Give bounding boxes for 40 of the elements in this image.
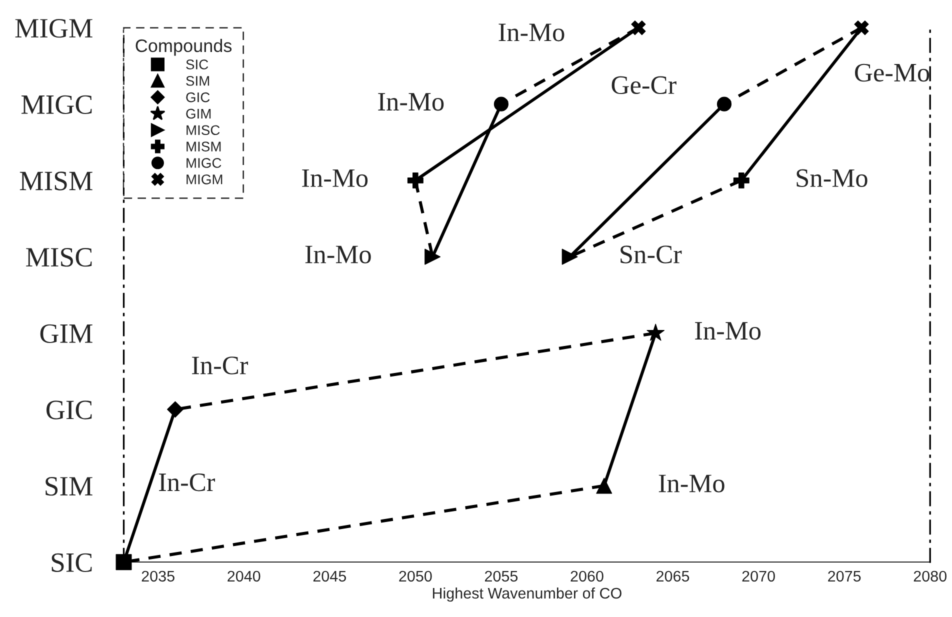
- x-tick-label: 2040: [228, 570, 260, 582]
- y-tick-label: SIC: [52, 553, 92, 572]
- x-tick-label: 2075: [828, 570, 861, 582]
- y-tick-label: SIM: [46, 477, 92, 496]
- legend-label: MIGM: [186, 174, 222, 184]
- y-tick-label: MIGM: [15, 19, 92, 38]
- legend-label: SIC: [186, 60, 208, 70]
- annotation: In-Cr: [192, 356, 248, 374]
- legend-label: MISM: [186, 142, 221, 152]
- x-tick-label: 2065: [656, 570, 690, 582]
- annotation: In-Mo: [695, 322, 761, 340]
- annotation: Ge-Mo: [855, 64, 930, 82]
- annotation: Ge-Cr: [612, 76, 676, 94]
- legend-label: MIGC: [186, 158, 222, 168]
- x-tick-label: 2060: [570, 570, 604, 582]
- x-tick-label: 2045: [313, 570, 346, 582]
- y-tick-label: MISC: [26, 248, 92, 267]
- annotation: In-Mo: [302, 169, 368, 188]
- x-axis-title: Highest Wavenumber of CO: [432, 587, 622, 602]
- legend-label: SIM: [186, 76, 210, 86]
- legend-label: GIM: [186, 108, 211, 119]
- x-tick-label: 2055: [484, 570, 518, 582]
- x-tick-label: 2050: [399, 570, 432, 582]
- y-tick-label: GIM: [40, 324, 92, 344]
- x-tick-label: 2035: [142, 570, 174, 582]
- annotation: In-Mo: [498, 24, 564, 42]
- x-tick-label: 2070: [742, 570, 775, 582]
- annotation: In-Mo: [658, 474, 724, 492]
- annotation: In-Mo: [378, 93, 444, 111]
- legend-label: MISC: [186, 125, 220, 136]
- annotation: Sn-Mo: [796, 169, 868, 188]
- annotation: Sn-Cr: [620, 246, 682, 264]
- annotation: In-Mo: [305, 246, 371, 264]
- y-tick-label: GIC: [46, 400, 92, 420]
- y-tick-label: MIGC: [21, 95, 92, 114]
- x-tick-label: 2080: [914, 570, 946, 582]
- y-tick-label: MISM: [20, 172, 92, 190]
- legend-label: GIC: [186, 92, 210, 102]
- annotation: In-Cr: [159, 473, 216, 492]
- legend-title: Compounds: [136, 38, 232, 56]
